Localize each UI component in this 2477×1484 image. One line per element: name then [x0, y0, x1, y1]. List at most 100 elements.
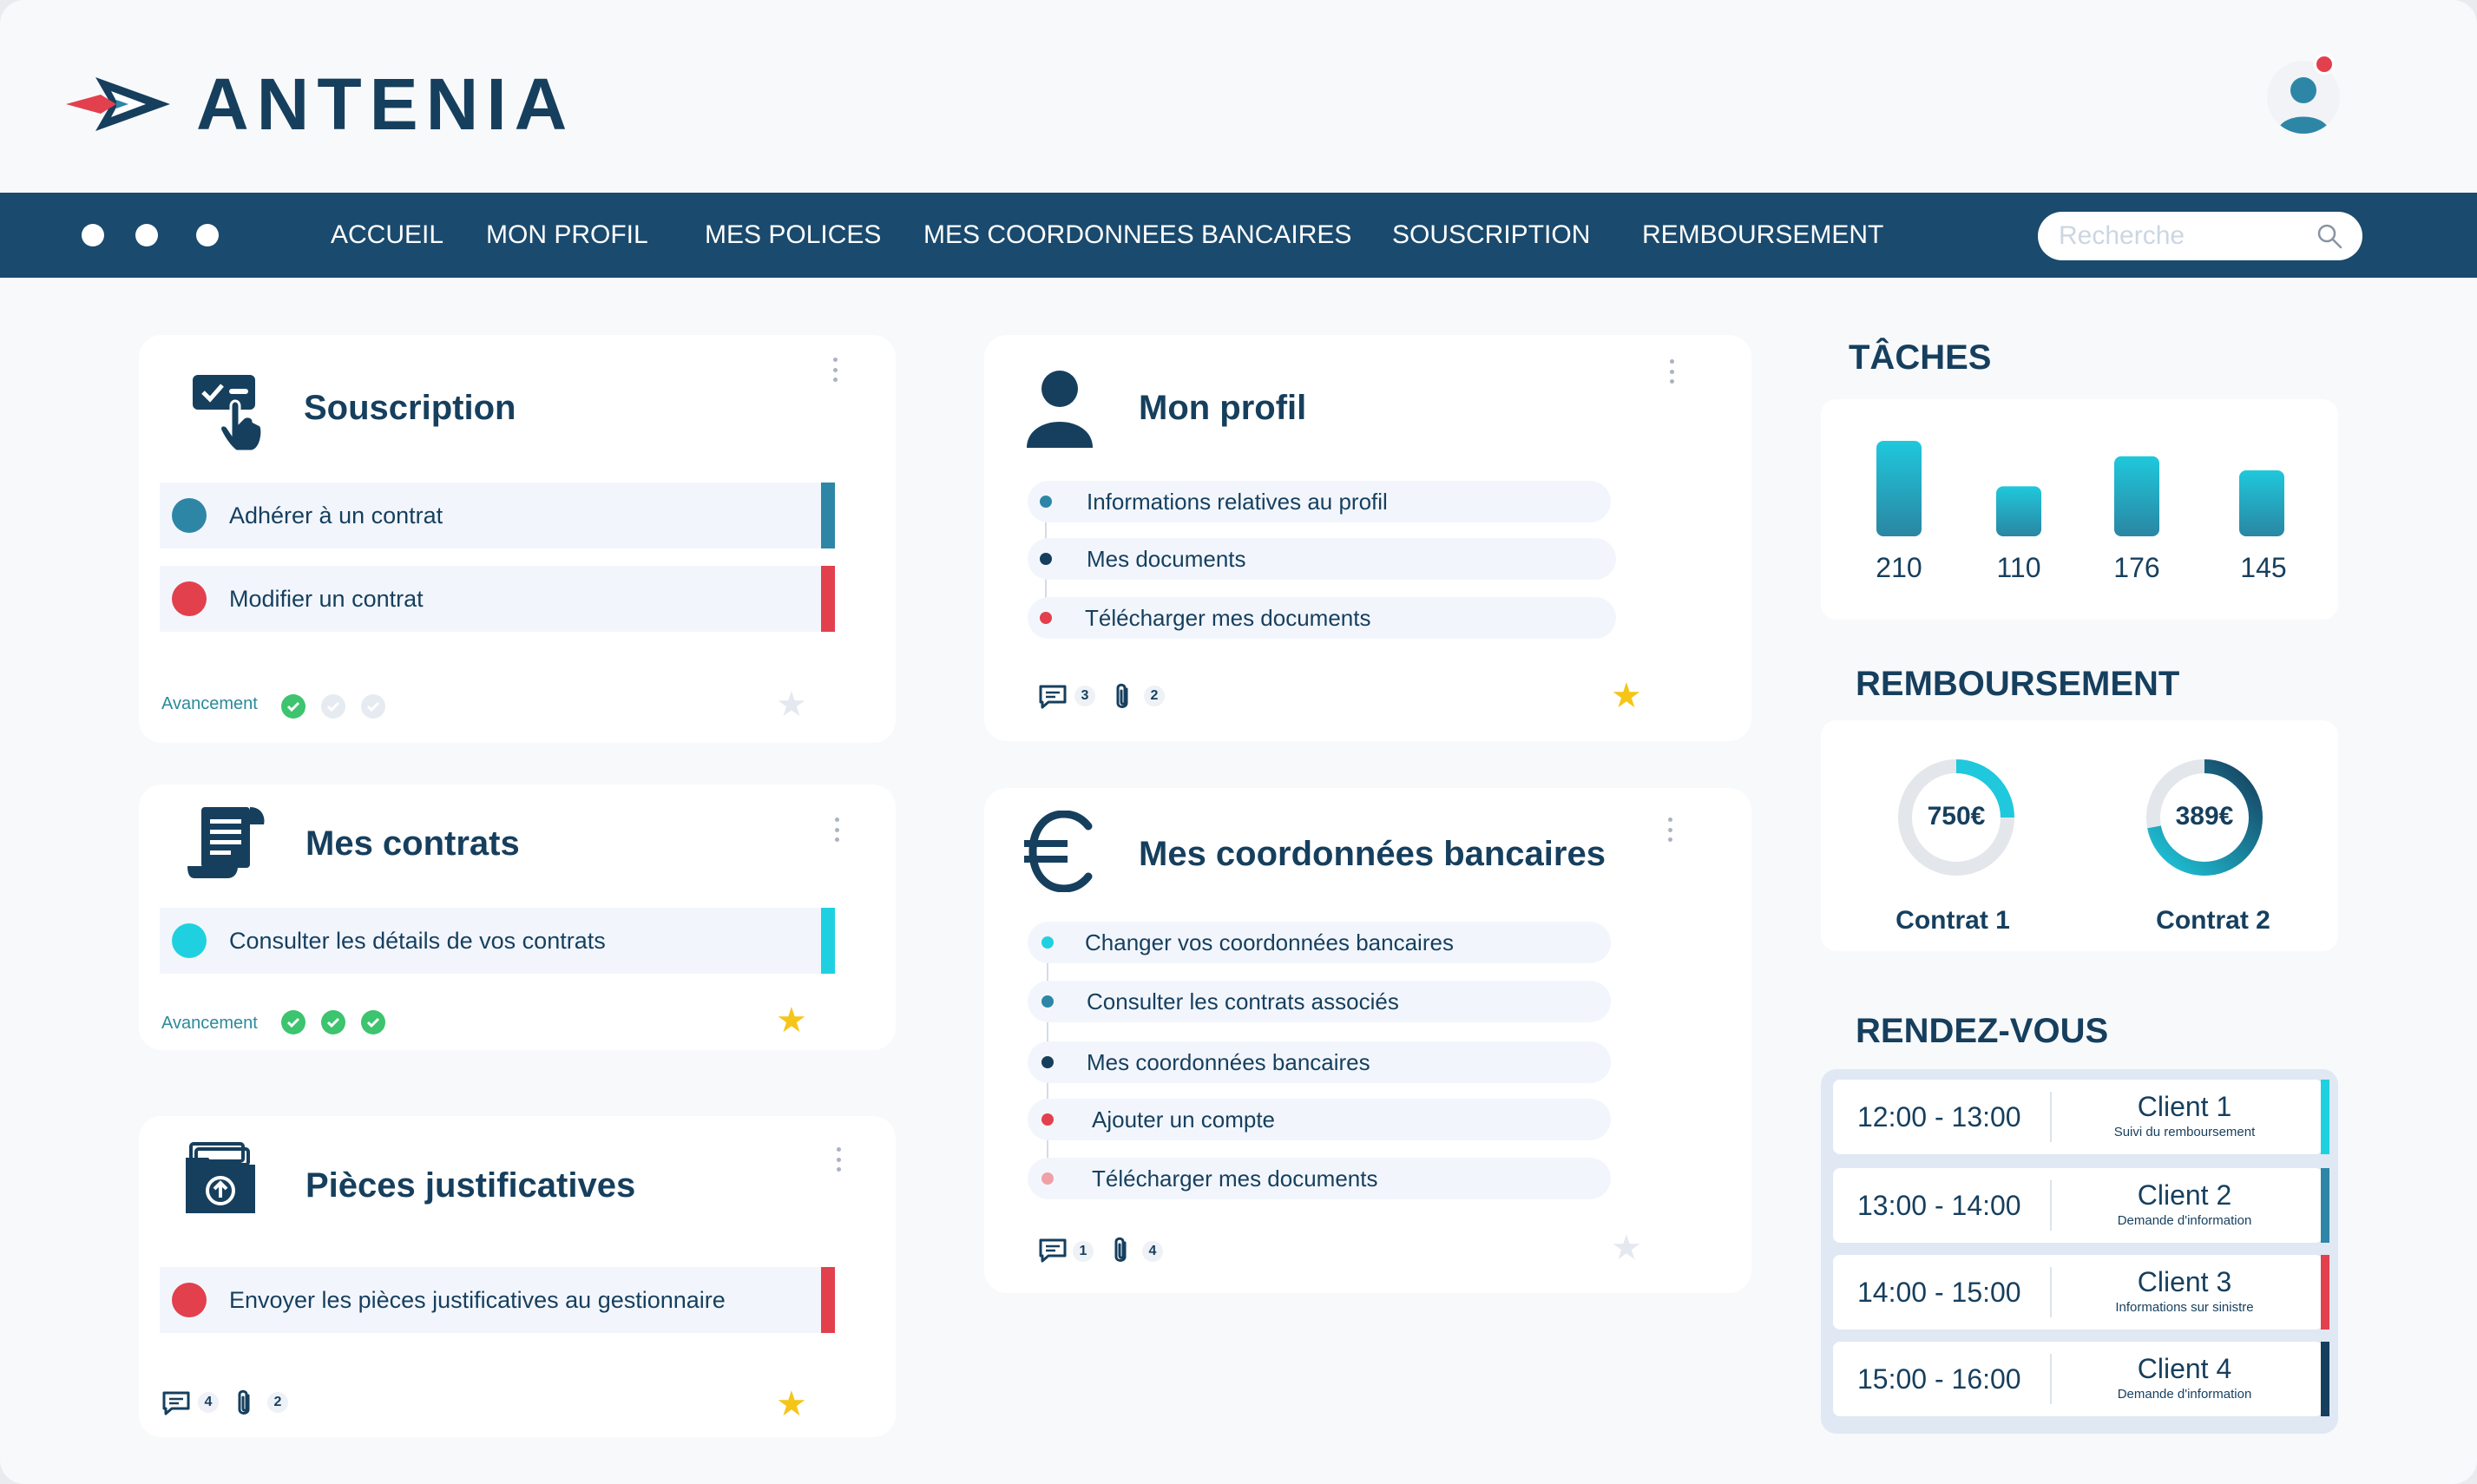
action-bullet: [172, 498, 207, 533]
action-color-bar: [821, 483, 835, 548]
rendezvous-color-bar: [2321, 1342, 2329, 1416]
window-dot-1: [82, 224, 104, 246]
profil-item-informations[interactable]: Informations relatives au profil: [1028, 481, 1611, 522]
timeline-dot: [1040, 553, 1052, 565]
bancaires-menu-icon[interactable]: [1666, 818, 1673, 842]
timeline-dot: [1041, 1113, 1054, 1126]
profil-menu-icon[interactable]: [1668, 359, 1675, 384]
bancaires-item-changer[interactable]: Changer vos coordonnées bancaires: [1028, 922, 1611, 963]
comment-icon[interactable]: [161, 1390, 191, 1416]
rendezvous-item-2[interactable]: 13:00 - 14:00 Client 2 Demande d'informa…: [1833, 1168, 2329, 1243]
progress-check-done-icon: [281, 1010, 306, 1034]
action-label: Envoyer les pièces justificatives au ges…: [229, 1286, 726, 1313]
comment-icon[interactable]: [1038, 1238, 1068, 1264]
taches-bar: [1876, 441, 1922, 536]
contrats-progress-label: Avancement: [161, 1014, 258, 1033]
attachment-icon[interactable]: [234, 1389, 255, 1418]
timeline-dot: [1041, 936, 1054, 949]
item-label: Mes documents: [1087, 545, 1246, 572]
nav-accueil[interactable]: ACCUEIL: [331, 220, 444, 249]
window-dot-2: [135, 224, 158, 246]
brand-name: ANTENIA: [196, 63, 575, 145]
rendezvous-note: Demande d'information: [2117, 1387, 2252, 1402]
bancaires-item-consulter[interactable]: Consulter les contrats associés: [1028, 981, 1611, 1022]
rendezvous-client: Client 3: [2137, 1266, 2232, 1297]
souscription-action-modifier[interactable]: Modifier un contrat: [160, 566, 835, 632]
item-label: Informations relatives au profil: [1087, 488, 1388, 515]
action-label: Consulter les détails de vos contrats: [229, 927, 606, 954]
logo[interactable]: ANTENIA: [66, 63, 575, 145]
progress-check-done-icon: [281, 694, 306, 719]
rendezvous-item-4[interactable]: 15:00 - 16:00 Client 4 Demande d'informa…: [1833, 1342, 2329, 1416]
comment-icon[interactable]: [1038, 684, 1068, 710]
item-label: Télécharger mes documents: [1085, 604, 1371, 631]
card-coordonnees-bancaires: [984, 788, 1751, 1293]
notification-dot: [2314, 54, 2335, 75]
profil-item-telecharger[interactable]: Télécharger mes documents: [1028, 597, 1616, 639]
donut-contract-label-2: Contrat 2: [2156, 906, 2270, 935]
action-color-bar: [821, 1267, 835, 1333]
item-label: Ajouter un compte: [1092, 1106, 1276, 1133]
search-input[interactable]: [2059, 221, 2310, 251]
contrats-menu-icon[interactable]: [833, 818, 840, 842]
pieces-action-envoyer[interactable]: Envoyer les pièces justificatives au ges…: [160, 1267, 835, 1333]
nav-remboursement[interactable]: REMBOURSEMENT: [1642, 220, 1884, 249]
taches-bar: [2239, 470, 2284, 536]
action-bullet: [172, 581, 207, 616]
profil-star-icon[interactable]: ★: [1611, 677, 1642, 715]
rendezvous-note: Informations sur sinistre: [2115, 1300, 2254, 1315]
taches-value-2: 110: [1996, 552, 2041, 583]
action-bullet: [172, 1283, 207, 1317]
pieces-menu-icon[interactable]: [835, 1147, 842, 1172]
rendezvous-item-3[interactable]: 14:00 - 15:00 Client 3 Informations sur …: [1833, 1255, 2329, 1330]
donut-contrat-1: [1898, 759, 2014, 876]
nav-mon-profil[interactable]: MON PROFIL: [486, 220, 648, 249]
nav-mes-polices[interactable]: MES POLICES: [705, 220, 882, 249]
nav-souscription[interactable]: SOUSCRIPTION: [1392, 220, 1591, 249]
rendezvous-item-1[interactable]: 12:00 - 13:00 Client 1 Suivi du rembours…: [1833, 1080, 2329, 1154]
contrats-action-consulter[interactable]: Consulter les détails de vos contrats: [160, 908, 835, 974]
window-dot-3: [196, 224, 219, 246]
attachment-icon[interactable]: [1111, 1236, 1132, 1265]
action-color-bar: [821, 908, 835, 974]
bancaires-item-ajouter[interactable]: Ajouter un compte: [1028, 1099, 1611, 1140]
rendezvous-time: 13:00 - 14:00: [1857, 1190, 2021, 1221]
contrats-star-icon[interactable]: ★: [776, 1001, 807, 1040]
rendezvous-time: 14:00 - 15:00: [1857, 1277, 2021, 1308]
souscription-action-adherer[interactable]: Adhérer à un contrat: [160, 483, 835, 548]
rendezvous-note: Suivi du remboursement: [2113, 1125, 2256, 1139]
attachment-count: 2: [267, 1392, 288, 1413]
timeline-dot: [1040, 612, 1052, 624]
nav-coordonnees-bancaires[interactable]: MES COORDONNEES BANCAIRES: [923, 220, 1352, 249]
action-color-bar: [821, 566, 835, 632]
bancaires-star-icon[interactable]: ★: [1611, 1229, 1642, 1267]
rendezvous-color-bar: [2321, 1080, 2329, 1154]
progress-check-pending-icon: [321, 694, 345, 719]
item-label: Mes coordonnées bancaires: [1087, 1048, 1370, 1075]
action-label: Modifier un contrat: [229, 585, 424, 612]
attachment-icon[interactable]: [1113, 682, 1133, 712]
progress-check-pending-icon: [361, 694, 385, 719]
timeline-dot: [1040, 496, 1052, 508]
bancaires-title: Mes coordonnées bancaires: [1139, 835, 1606, 873]
profile-person-icon: [1027, 371, 1093, 448]
bancaires-item-mes-coordonnees[interactable]: Mes coordonnées bancaires: [1028, 1041, 1611, 1083]
folder-upload-icon: [186, 1142, 255, 1213]
pieces-title: Pièces justificatives: [306, 1166, 636, 1205]
taches-value-4: 145: [2240, 552, 2287, 583]
profil-title: Mon profil: [1139, 389, 1307, 427]
donut-amount-2: 389€: [2175, 802, 2234, 831]
contrats-title: Mes contrats: [306, 824, 520, 863]
rendezvous-color-bar: [2321, 1168, 2329, 1243]
rendezvous-client: Client 1: [2137, 1091, 2232, 1122]
pieces-star-icon[interactable]: ★: [776, 1385, 807, 1423]
souscription-menu-icon[interactable]: [831, 358, 838, 382]
rendezvous-client: Client 2: [2137, 1179, 2232, 1211]
search-icon[interactable]: [2316, 222, 2343, 250]
item-label: Changer vos coordonnées bancaires: [1085, 929, 1454, 955]
profil-item-documents[interactable]: Mes documents: [1028, 538, 1616, 580]
rendezvous-time: 15:00 - 16:00: [1857, 1363, 2021, 1395]
bancaires-item-telecharger[interactable]: Télécharger mes documents: [1028, 1158, 1611, 1199]
souscription-star-icon[interactable]: ★: [776, 686, 807, 724]
